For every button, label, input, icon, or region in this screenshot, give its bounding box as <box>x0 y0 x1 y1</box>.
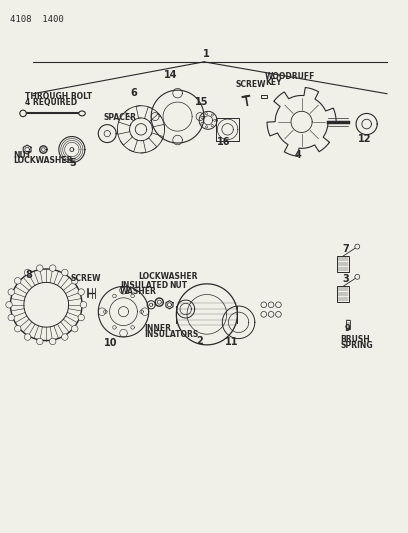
Ellipse shape <box>6 302 12 308</box>
Text: INSULATORS: INSULATORS <box>144 330 198 339</box>
Text: INNER: INNER <box>144 325 171 333</box>
Ellipse shape <box>211 114 213 116</box>
Ellipse shape <box>8 314 15 321</box>
Ellipse shape <box>206 112 208 115</box>
Text: 11: 11 <box>225 337 238 347</box>
Text: SCREW: SCREW <box>236 80 266 89</box>
Text: 4: 4 <box>294 150 301 159</box>
Ellipse shape <box>71 278 78 284</box>
Ellipse shape <box>261 302 266 308</box>
Ellipse shape <box>49 265 56 271</box>
Ellipse shape <box>14 278 21 284</box>
Text: NUT: NUT <box>14 150 32 159</box>
Text: 12: 12 <box>358 134 372 143</box>
Ellipse shape <box>49 338 56 345</box>
Text: 4108  1400: 4108 1400 <box>10 15 63 24</box>
Text: INSULATED: INSULATED <box>120 281 168 290</box>
Text: 16: 16 <box>217 138 230 147</box>
Text: 14: 14 <box>164 70 177 80</box>
Ellipse shape <box>71 326 78 332</box>
Text: SPACER: SPACER <box>104 114 137 122</box>
Text: SCREW: SCREW <box>71 274 101 284</box>
Text: THROUGH BOLT: THROUGH BOLT <box>25 92 92 101</box>
Text: 5: 5 <box>70 158 76 168</box>
Ellipse shape <box>261 311 266 317</box>
Text: 2: 2 <box>197 336 203 345</box>
Ellipse shape <box>37 265 43 271</box>
Ellipse shape <box>37 338 43 345</box>
Bar <box>337 256 349 272</box>
Ellipse shape <box>355 274 360 279</box>
Text: SPRING: SPRING <box>341 341 373 350</box>
Text: 8: 8 <box>25 270 32 280</box>
Bar <box>261 95 267 98</box>
Bar <box>337 286 349 302</box>
Ellipse shape <box>268 311 274 317</box>
Text: 9: 9 <box>345 325 350 333</box>
Ellipse shape <box>62 334 68 340</box>
Ellipse shape <box>201 116 203 118</box>
Ellipse shape <box>78 289 84 295</box>
Ellipse shape <box>275 302 281 308</box>
Bar <box>346 320 350 329</box>
Ellipse shape <box>355 244 360 249</box>
Text: 15: 15 <box>195 97 208 107</box>
Ellipse shape <box>201 122 203 124</box>
Ellipse shape <box>8 289 15 295</box>
Text: WASHER: WASHER <box>120 287 157 296</box>
Text: 3: 3 <box>342 274 349 285</box>
Text: 10: 10 <box>104 338 117 348</box>
Ellipse shape <box>275 311 281 317</box>
Text: BRUSH: BRUSH <box>341 335 370 344</box>
Text: KEY: KEY <box>265 78 282 87</box>
Ellipse shape <box>20 110 26 117</box>
Ellipse shape <box>206 126 208 128</box>
Text: 4 REQUIRED: 4 REQUIRED <box>25 98 77 107</box>
Text: WOODRUFF: WOODRUFF <box>265 72 315 82</box>
Ellipse shape <box>268 302 274 308</box>
Ellipse shape <box>79 111 85 116</box>
Text: 6: 6 <box>131 88 137 99</box>
Text: LOCKWASHER: LOCKWASHER <box>138 272 197 281</box>
Text: 7: 7 <box>342 244 349 254</box>
Text: 1: 1 <box>203 49 209 59</box>
Ellipse shape <box>14 326 21 332</box>
Ellipse shape <box>24 269 31 276</box>
Text: LOCKWASHER: LOCKWASHER <box>14 156 73 165</box>
Ellipse shape <box>24 334 31 340</box>
Ellipse shape <box>214 119 216 122</box>
Ellipse shape <box>80 302 87 308</box>
Ellipse shape <box>78 314 84 321</box>
Ellipse shape <box>211 125 213 127</box>
Text: NUT: NUT <box>169 281 188 290</box>
Ellipse shape <box>62 269 68 276</box>
